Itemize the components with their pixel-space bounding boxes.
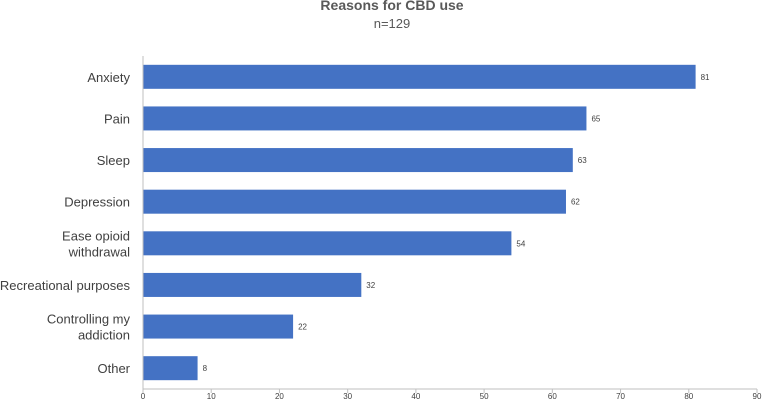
x-tick-label: 40	[411, 392, 420, 400]
x-tick-label: 90	[753, 392, 762, 400]
data-label: 63	[578, 156, 587, 165]
category-label: addiction	[78, 328, 130, 343]
chart-title: Reasons for CBD use	[320, 0, 464, 13]
x-tick-label: 20	[275, 392, 284, 400]
x-tick-label: 50	[480, 392, 489, 400]
chart-subtitle: n=129	[373, 16, 411, 31]
data-label: 22	[298, 323, 307, 332]
category-label: Recreational purposes	[0, 278, 130, 293]
data-label: 65	[591, 114, 600, 123]
category-label: Pain	[104, 111, 130, 126]
x-tick-label: 0	[141, 392, 146, 400]
bar	[143, 356, 198, 381]
bar	[143, 314, 294, 339]
bar	[143, 64, 696, 89]
data-label: 62	[571, 198, 580, 207]
category-label: withdrawal	[68, 244, 131, 259]
x-tick-label: 80	[684, 392, 693, 400]
data-label: 81	[701, 73, 710, 82]
x-tick-label: 60	[548, 392, 557, 400]
category-label: Anxiety	[87, 70, 130, 85]
x-tick-label: 30	[343, 392, 352, 400]
data-label: 8	[203, 364, 208, 373]
category-label: Controlling my	[47, 312, 131, 327]
bar	[143, 272, 362, 297]
category-label: Ease opioid	[62, 228, 130, 243]
data-label: 54	[516, 239, 525, 248]
bar	[143, 148, 573, 173]
x-tick-label: 70	[616, 392, 625, 400]
bar	[143, 189, 566, 214]
data-label: 32	[366, 281, 375, 290]
bar	[143, 231, 512, 256]
category-label: Sleep	[97, 153, 130, 168]
category-label: Other	[97, 361, 130, 376]
category-label: Depression	[64, 195, 130, 210]
x-tick-label: 10	[207, 392, 216, 400]
bar	[143, 106, 587, 131]
